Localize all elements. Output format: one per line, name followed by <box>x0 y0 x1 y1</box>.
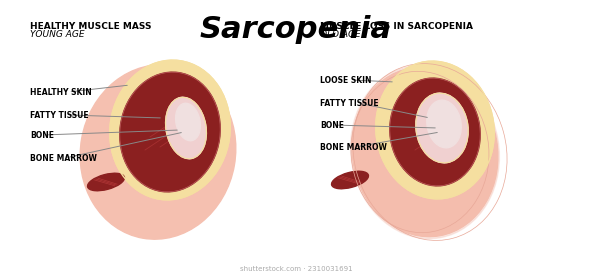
Text: shutterstock.com · 2310031691: shutterstock.com · 2310031691 <box>240 266 352 272</box>
Ellipse shape <box>416 93 468 163</box>
Ellipse shape <box>350 65 500 239</box>
Text: BONE: BONE <box>320 120 344 130</box>
Ellipse shape <box>80 65 236 239</box>
Text: HEALTHY MUSCLE MASS: HEALTHY MUSCLE MASS <box>30 22 152 31</box>
Ellipse shape <box>166 97 207 159</box>
Text: MUSCLE LOSS IN SARCOPENIA: MUSCLE LOSS IN SARCOPENIA <box>320 22 473 31</box>
Text: FATTY TISSUE: FATTY TISSUE <box>30 111 89 120</box>
Ellipse shape <box>376 61 494 199</box>
Text: Sarcopenia: Sarcopenia <box>200 15 392 44</box>
Ellipse shape <box>427 100 461 148</box>
Ellipse shape <box>110 60 230 200</box>
Text: YOUNG AGE: YOUNG AGE <box>30 30 85 39</box>
Text: BONE MARROW: BONE MARROW <box>320 143 387 151</box>
Ellipse shape <box>88 173 124 191</box>
Ellipse shape <box>390 78 480 186</box>
Ellipse shape <box>332 171 368 189</box>
Ellipse shape <box>176 103 200 141</box>
Text: FATTY TISSUE: FATTY TISSUE <box>320 99 379 108</box>
Ellipse shape <box>352 67 498 237</box>
Text: HEALTHY SKIN: HEALTHY SKIN <box>30 88 92 97</box>
Text: LOOSE SKIN: LOOSE SKIN <box>320 76 372 85</box>
Ellipse shape <box>120 72 220 192</box>
Text: OLD AGE: OLD AGE <box>320 30 361 39</box>
Text: BONE: BONE <box>30 130 54 139</box>
Text: BONE MARROW: BONE MARROW <box>30 153 97 162</box>
